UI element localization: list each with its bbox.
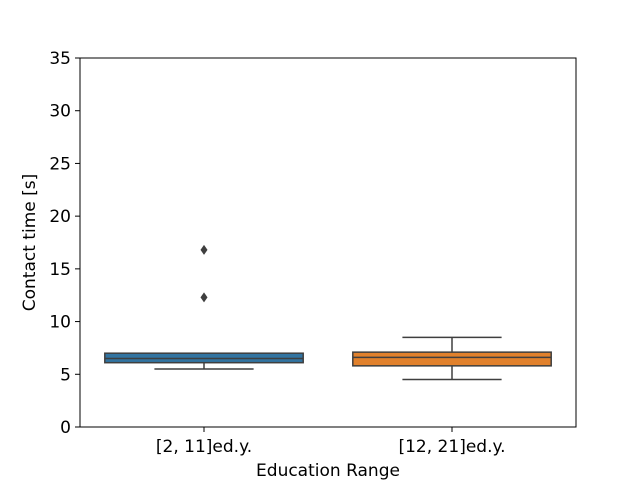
x-tick-label: [12, 21]ed.y. — [398, 437, 505, 457]
plot-frame — [79, 57, 577, 428]
boxes-layer — [104, 244, 552, 381]
y-tick-label: 10 — [49, 313, 71, 333]
y-tick-label: 35 — [49, 49, 71, 69]
y-axis-label: Contact time [s] — [20, 174, 40, 311]
x-ticks: [2, 11]ed.y. [12, 21]ed.y. — [156, 427, 506, 457]
y-tick-label: 0 — [60, 418, 71, 438]
y-tick-label: 25 — [49, 154, 71, 174]
y-tick-label: 20 — [49, 207, 71, 227]
y-tick-label: 5 — [60, 365, 71, 385]
box-group — [352, 336, 552, 381]
y-tick-label: 30 — [49, 102, 71, 122]
y-tick-label: 15 — [49, 260, 71, 280]
y-ticks: 0 5 10 15 20 25 30 35 — [49, 49, 80, 438]
box-group — [104, 244, 304, 370]
outlier-point — [200, 292, 208, 303]
outlier-point — [200, 244, 208, 255]
box-iqr — [352, 351, 552, 367]
x-tick-label: [2, 11]ed.y. — [156, 437, 252, 457]
x-axis-label: Education Range — [256, 461, 400, 480]
